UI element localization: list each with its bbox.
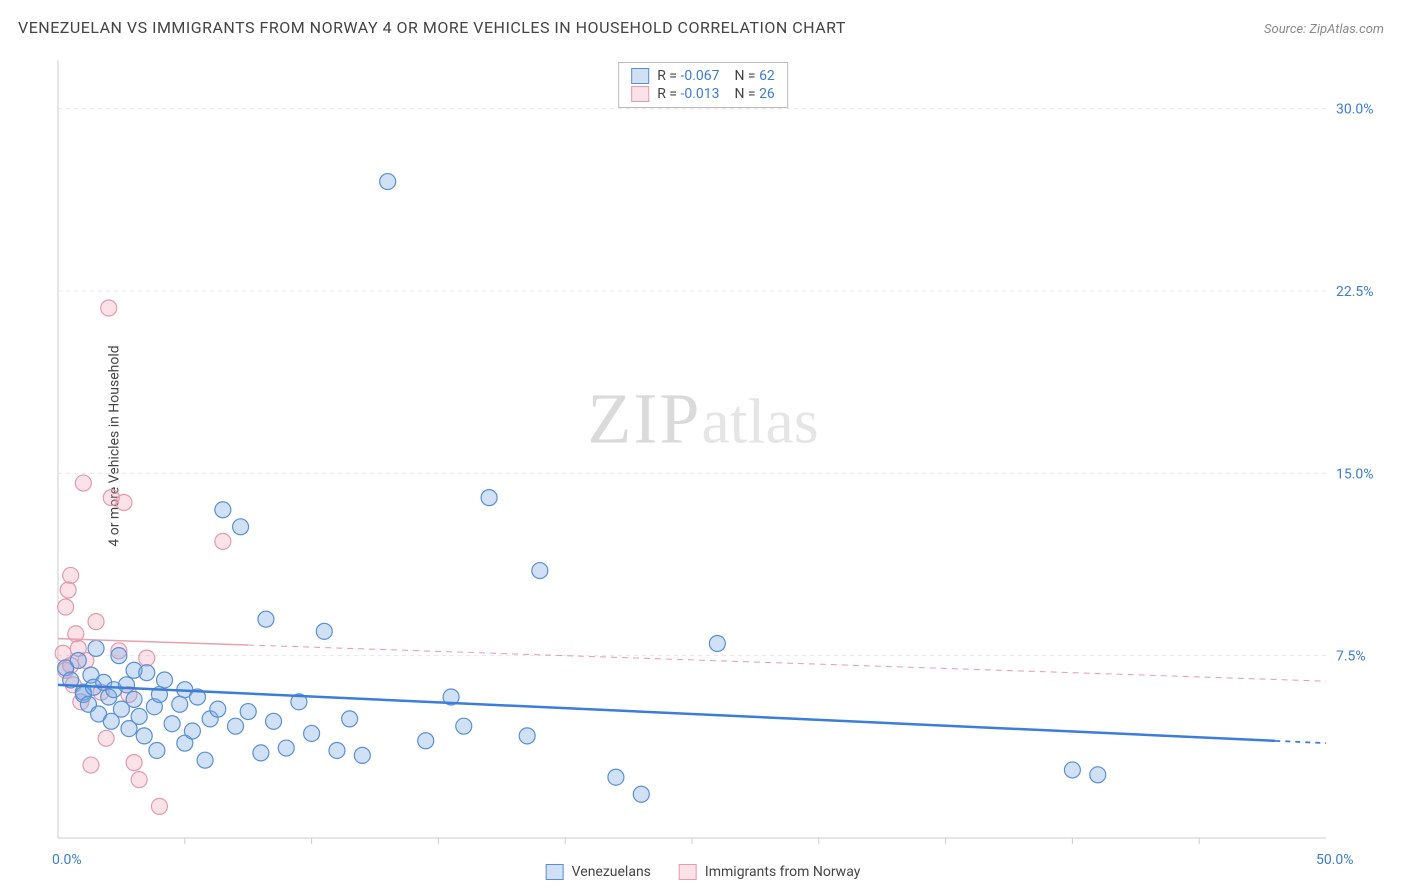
legend-item-norway: Immigrants from Norway [679, 864, 860, 880]
svg-text:15.0%: 15.0% [1336, 466, 1374, 482]
x-axis-min-label: 0.0% [52, 852, 82, 868]
swatch-norway [679, 864, 697, 880]
stats-row: R = -0.067 N = 62 [631, 67, 775, 85]
stats-row: R = -0.013 N = 26 [631, 85, 775, 103]
swatch-venezuelans [546, 864, 564, 880]
stats-n: N = 62 [728, 68, 775, 84]
chart-title: VENEZUELAN VS IMMIGRANTS FROM NORWAY 4 O… [18, 18, 846, 37]
legend-item-venezuelans: Venezuelans [546, 864, 651, 880]
stats-r: R = -0.067 [657, 68, 719, 84]
legend-label-norway: Immigrants from Norway [705, 864, 860, 880]
stats-r: R = -0.013 [657, 86, 719, 102]
svg-text:22.5%: 22.5% [1336, 284, 1374, 300]
stats-legend-box: R = -0.067 N = 62R = -0.013 N = 26 [618, 62, 788, 108]
svg-text:30.0%: 30.0% [1336, 102, 1374, 118]
svg-text:7.5%: 7.5% [1336, 649, 1366, 665]
source-label: Source: ZipAtlas.com [1264, 22, 1384, 37]
scatter-svg: 7.5% 15.0% 22.5% 30.0% [52, 58, 1388, 844]
stats-swatch [631, 68, 649, 84]
chart-area: 7.5% 15.0% 22.5% 30.0% [52, 58, 1388, 844]
stats-swatch [631, 86, 649, 102]
legend-label-venezuelans: Venezuelans [572, 864, 651, 880]
stats-n: N = 26 [728, 86, 775, 102]
bottom-legend: Venezuelans Immigrants from Norway [546, 864, 861, 880]
x-axis-max-label: 50.0% [1316, 852, 1354, 868]
